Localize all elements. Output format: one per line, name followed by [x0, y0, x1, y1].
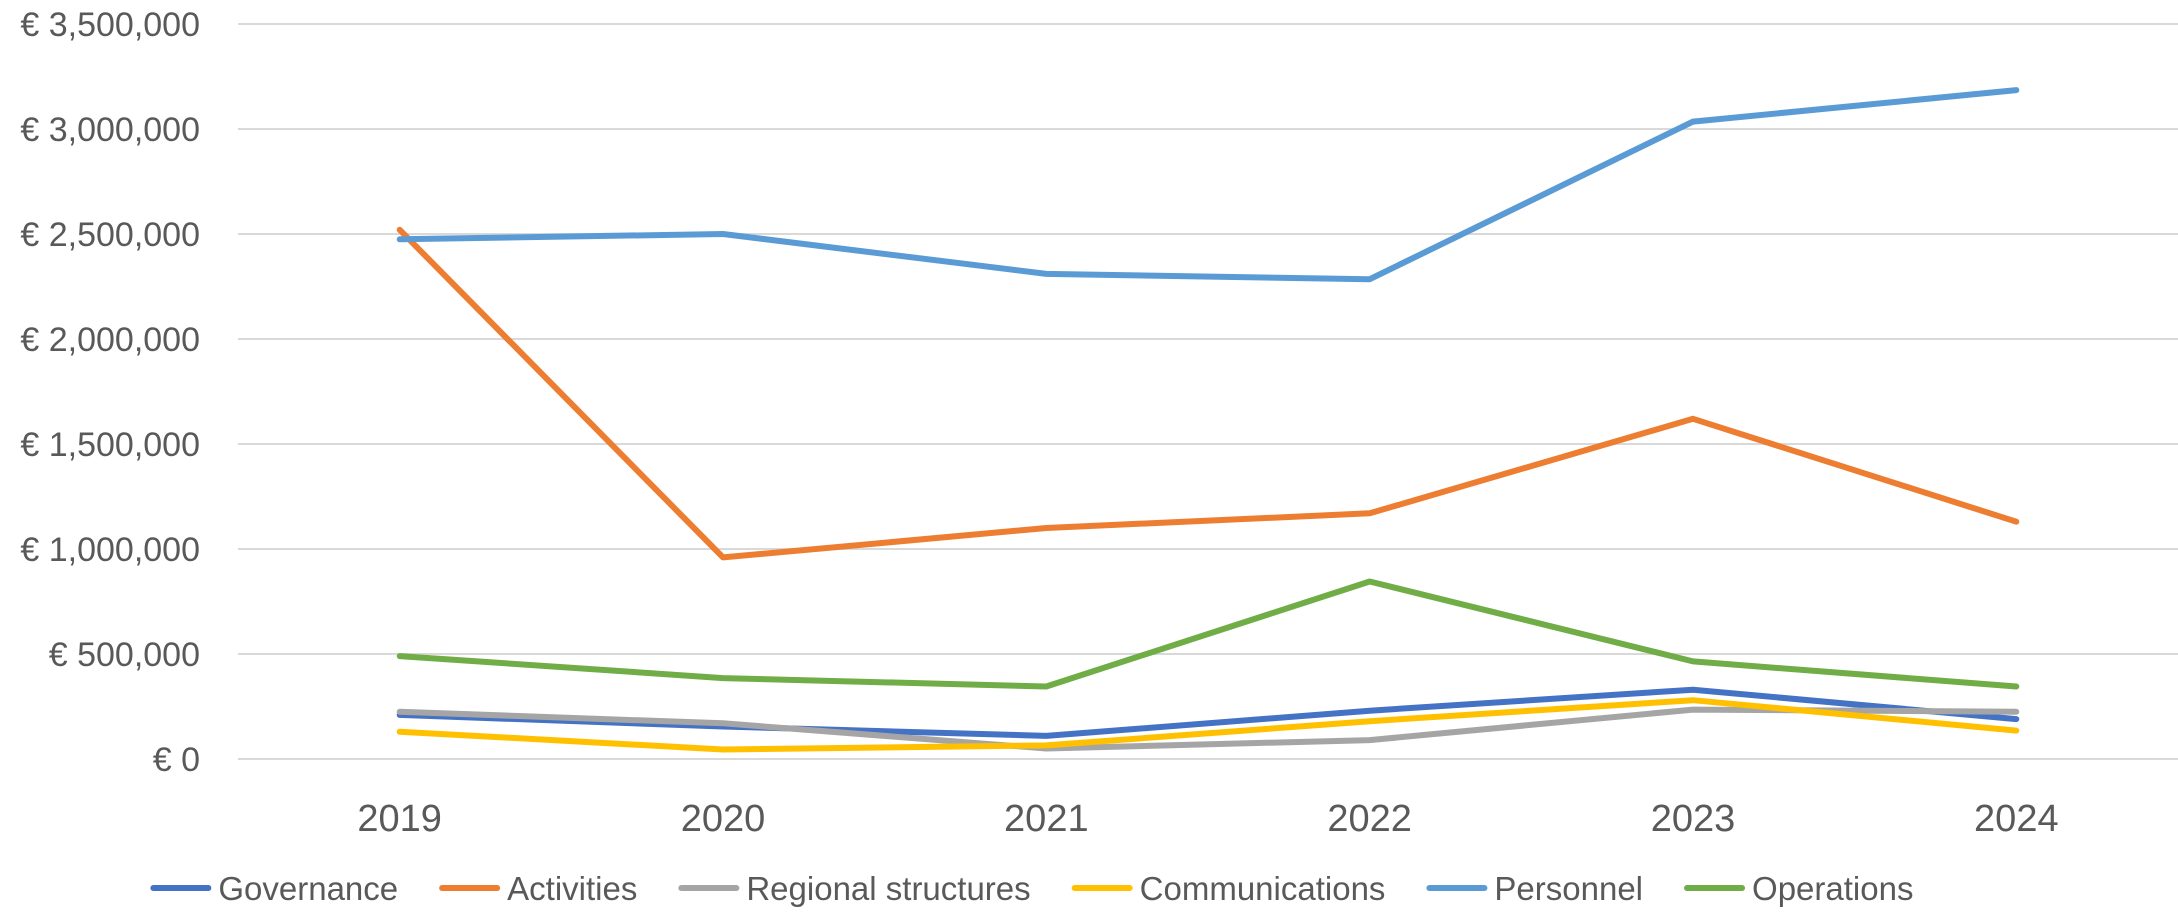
series-line-activities: [396, 226, 2020, 561]
x-tick-label: 2020: [681, 798, 766, 840]
x-tick-label: 2024: [1974, 798, 2059, 840]
legend-item: Regional structures: [678, 870, 1031, 907]
x-tick-label: 2021: [1004, 798, 1089, 840]
x-tick-label: 2023: [1651, 798, 1736, 840]
legend: Governance Activities Regional structures C…: [150, 870, 1913, 907]
y-tick-label: € 2,000,000: [20, 321, 200, 359]
legend-label: Activities: [507, 870, 637, 907]
y-tick-label: € 3,500,000: [20, 6, 200, 44]
series-line-personnel: [396, 87, 2020, 283]
x-tick-label: 2022: [1327, 798, 1412, 840]
series-line-regional-structures: [396, 706, 2020, 752]
legend-label: Operations: [1752, 870, 1913, 907]
x-axis: 2019 2020 2021 2022 2023 2024: [357, 798, 2058, 840]
legend-label: Regional structures: [746, 870, 1030, 907]
legend-item: Personnel: [1426, 870, 1643, 907]
series-lines: [396, 87, 2020, 753]
x-tick-label: 2019: [357, 798, 442, 840]
y-tick-label: € 1,000,000: [20, 531, 200, 569]
y-tick-label: € 2,500,000: [20, 216, 200, 254]
y-tick-label: € 3,000,000: [20, 111, 200, 149]
y-tick-label: € 500,000: [49, 636, 200, 674]
y-tick-label: € 0: [153, 741, 200, 779]
series-line-operations: [396, 578, 2020, 690]
legend-item: Communications: [1071, 870, 1386, 907]
legend-item: Operations: [1684, 870, 1913, 907]
legend-item: Activities: [439, 870, 637, 907]
legend-item: Governance: [150, 870, 398, 907]
legend-label: Governance: [218, 870, 398, 907]
y-tick-label: € 1,500,000: [20, 426, 200, 464]
legend-label: Communications: [1140, 870, 1386, 907]
series-line-communications: [396, 697, 2020, 753]
series-line-governance: [396, 686, 2020, 739]
gridlines: [238, 23, 2178, 760]
legend-label: Personnel: [1494, 870, 1643, 907]
y-axis: € 0 € 500,000 € 1,000,000 € 1,500,000 € 2,00…: [20, 6, 200, 779]
